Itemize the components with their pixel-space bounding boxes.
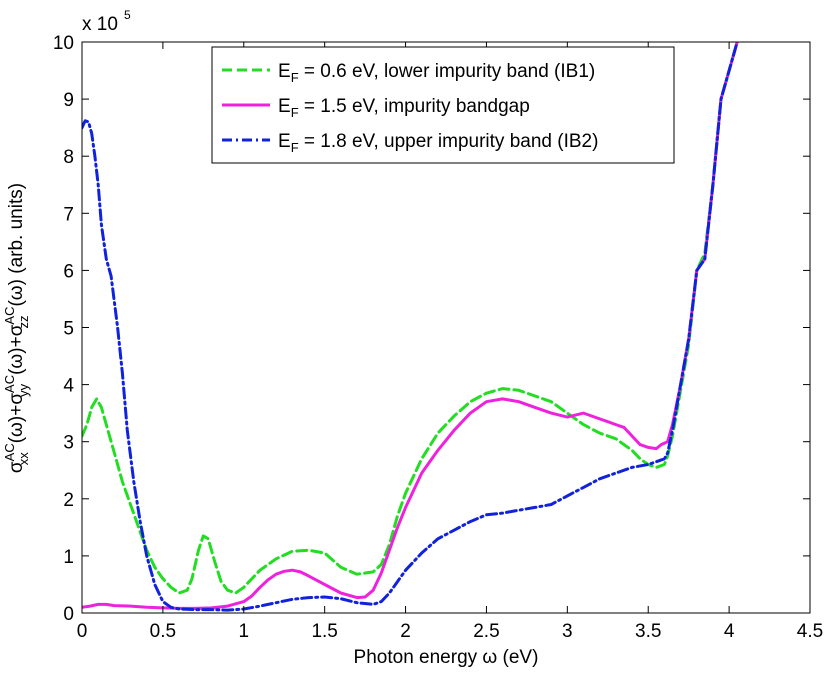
x-tick-label: 2.5 (473, 621, 499, 642)
x-tick-labels: 0 0.5 1 1.5 2 2.5 3 3.5 4 4.5 (77, 621, 824, 642)
x-tick-label: 4.5 (797, 621, 823, 642)
y-title-mid-2: (ω)+σ (6, 324, 27, 375)
legend-label-ib2: EF = 1.8 eV, upper impurity band (IB2) (278, 131, 598, 155)
y-multiplier: x 10 5 (82, 8, 131, 35)
y-title-sup-2: AC (2, 375, 17, 393)
y-tick-label: 3 (63, 433, 74, 454)
legend-entry-gap: EF = 1.5 eV, impurity bandgap (222, 96, 530, 120)
y-title-sub-1: xx (16, 452, 31, 466)
legend-label-gap: EF = 1.5 eV, impurity bandgap (278, 96, 530, 120)
y-title-sup-1: AC (2, 443, 17, 461)
legend-rest-ib1: = 0.6 eV, lower impurity band (IB1) (299, 61, 596, 82)
tick-marks (81, 41, 811, 614)
y-title-tail: (ω) (arb. units) (6, 183, 27, 307)
y-title-mid-1: (ω)+σ (6, 393, 27, 444)
y-multiplier-exponent: 5 (124, 8, 131, 22)
legend-sub-ib1: F (291, 70, 299, 85)
legend-rest-ib2: = 1.8 eV, upper impurity band (IB2) (299, 131, 599, 152)
x-tick-label: 0 (77, 621, 88, 642)
y-tick-label: 6 (63, 261, 74, 282)
x-tick-label: 3 (562, 621, 573, 642)
y-title-sup-3: AC (2, 307, 17, 325)
y-axis-title: σACxx(ω)+σACyy(ω)+σACzz(ω) (arb. units) (2, 183, 31, 473)
x-tick-label: 1.5 (311, 621, 337, 642)
y-tick-label: 2 (63, 490, 74, 511)
y-tick-label: 10 (53, 33, 74, 54)
y-tick-label: 4 (63, 376, 74, 397)
x-tick-label: 3.5 (635, 621, 661, 642)
y-tick-label: 9 (63, 90, 74, 111)
legend-box (211, 46, 675, 164)
y-tick-labels: 0 1 2 3 4 5 6 7 8 9 10 (53, 33, 75, 625)
y-multiplier-base: x 10 (82, 14, 118, 35)
series-line-0 (82, 42, 739, 595)
y-tick-label: 8 (63, 147, 74, 168)
y-title-sigma-1: σ (6, 461, 27, 473)
legend-label-ib1: EF = 0.6 eV, lower impurity band (IB1) (278, 61, 595, 85)
legend-sub-gap: F (291, 105, 299, 120)
y-tick-label: 7 (63, 204, 74, 225)
y-tick-label: 0 (63, 604, 74, 625)
legend-sub-ib2: F (291, 140, 299, 155)
x-tick-label: 1 (238, 621, 249, 642)
y-tick-label: 1 (63, 547, 74, 568)
series-line-2 (82, 42, 739, 612)
legend-e-ib1: E (278, 61, 291, 82)
series-line-1 (82, 42, 739, 610)
legend-rest-gap: = 1.5 eV, impurity bandgap (299, 96, 530, 117)
x-axis-title: Photon energy ω (eV) (354, 647, 539, 668)
legend-entry-ib2: EF = 1.8 eV, upper impurity band (IB2) (222, 131, 598, 155)
legend-e-ib2: E (278, 131, 291, 152)
x-tick-label: 2 (400, 621, 411, 642)
x-tick-label: 0.5 (150, 621, 176, 642)
y-tick-label: 5 (63, 319, 74, 340)
y-title-sub-3: zz (16, 316, 31, 329)
series-lines (82, 42, 739, 612)
y-title-sub-2: yy (16, 383, 31, 397)
legend: EF = 0.6 eV, lower impurity band (IB1) E… (211, 46, 675, 164)
legend-entry-ib1: EF = 0.6 eV, lower impurity band (IB1) (222, 61, 595, 85)
legend-e-gap: E (278, 96, 291, 117)
x-tick-label: 4 (724, 621, 735, 642)
